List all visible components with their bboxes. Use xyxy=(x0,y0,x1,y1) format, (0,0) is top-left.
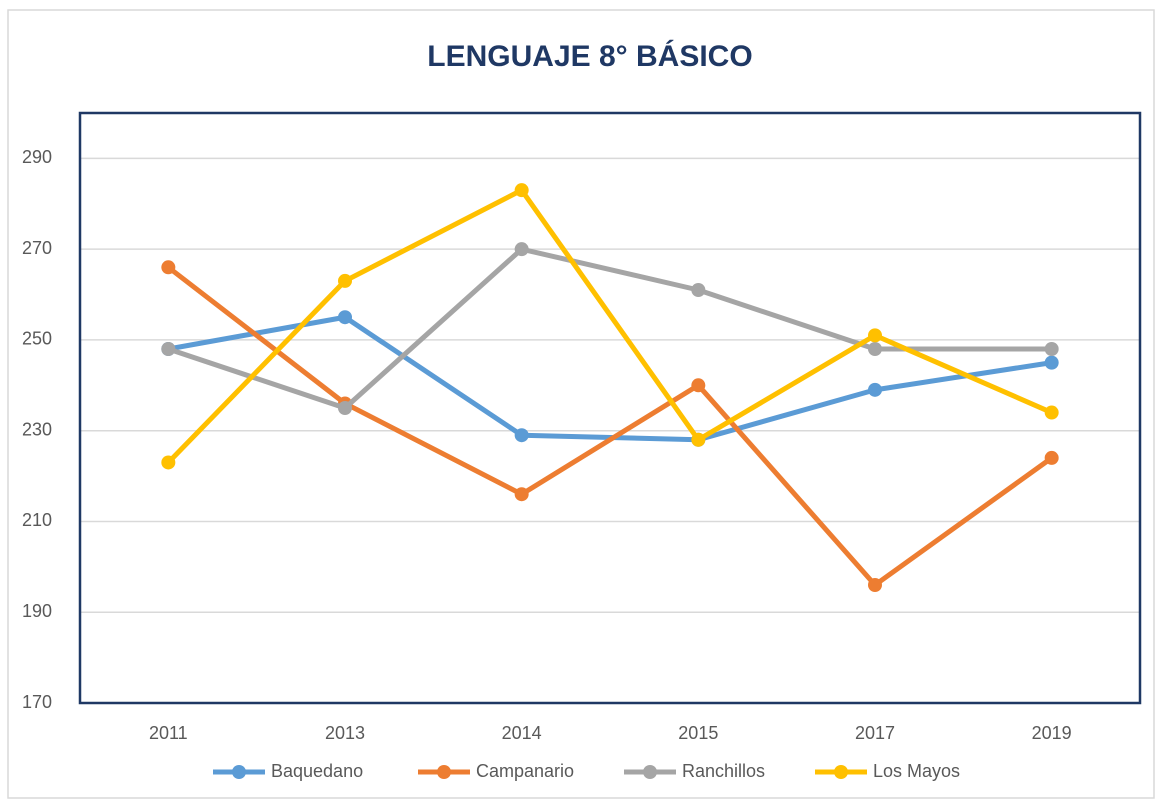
point xyxy=(515,183,529,197)
point xyxy=(338,401,352,415)
legend-marker xyxy=(232,765,246,779)
legend-marker xyxy=(834,765,848,779)
point xyxy=(515,487,529,501)
point xyxy=(868,328,882,342)
legend-label: Campanario xyxy=(476,761,574,781)
point xyxy=(868,383,882,397)
point xyxy=(338,274,352,288)
point xyxy=(868,342,882,356)
y-tick-label: 250 xyxy=(22,329,52,349)
point xyxy=(338,310,352,324)
point xyxy=(1045,406,1059,420)
chart: LENGUAJE 8° BÁSICO 170 190 210 230 250 270 290… xyxy=(0,0,1162,804)
y-tick-label: 170 xyxy=(22,692,52,712)
chart-title: LENGUAJE 8° BÁSICO xyxy=(427,39,752,73)
point xyxy=(161,455,175,469)
x-tick-label: 2013 xyxy=(325,723,365,743)
y-tick-label: 290 xyxy=(22,147,52,167)
legend-label: Los Mayos xyxy=(873,761,960,781)
x-tick-label: 2017 xyxy=(855,723,895,743)
x-tick-label: 2015 xyxy=(678,723,718,743)
y-tick-label: 270 xyxy=(22,238,52,258)
point xyxy=(1045,342,1059,356)
point xyxy=(691,283,705,297)
point xyxy=(515,428,529,442)
legend-marker xyxy=(643,765,657,779)
point xyxy=(691,433,705,447)
point xyxy=(1045,356,1059,370)
x-tick-label: 2019 xyxy=(1032,723,1072,743)
point xyxy=(868,578,882,592)
legend-marker xyxy=(437,765,451,779)
point xyxy=(515,242,529,256)
x-tick-label: 2014 xyxy=(502,723,542,743)
y-tick-label: 190 xyxy=(22,601,52,621)
chart-frame xyxy=(8,10,1154,798)
legend-label: Ranchillos xyxy=(682,761,765,781)
y-tick-label: 230 xyxy=(22,419,52,439)
legend-label: Baquedano xyxy=(271,761,363,781)
point xyxy=(1045,451,1059,465)
x-tick-label: 2011 xyxy=(149,723,188,743)
point xyxy=(691,378,705,392)
point xyxy=(161,260,175,274)
y-tick-label: 210 xyxy=(22,510,52,530)
point xyxy=(161,342,175,356)
